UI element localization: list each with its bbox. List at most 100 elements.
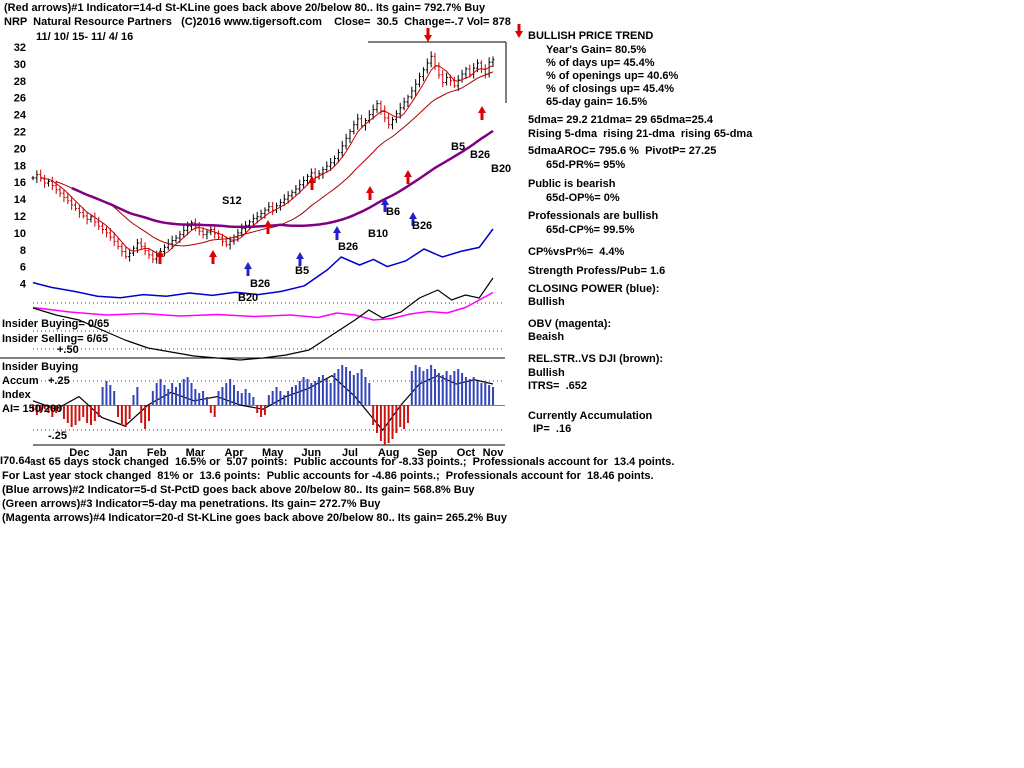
21dma-line	[56, 71, 494, 247]
stats-panel-line: Strength Profess/Pub= 1.6	[528, 265, 666, 277]
price-axis-label: 22	[14, 127, 26, 139]
red-buy-arrow-icon	[308, 176, 316, 190]
5dma-line	[40, 65, 494, 255]
blue-buy-arrow-icon	[244, 262, 252, 276]
price-chart: 32 30 28 26 24 22 20 18 16 14 12 10 8 6 4 Dec Jan Feb Mar A…	[0, 24, 523, 459]
price-axis-label: 24	[14, 110, 27, 122]
month-axis-label: Aug	[378, 447, 399, 459]
stats-panel-line: IP= .16	[533, 423, 572, 435]
accum-histogram	[32, 365, 494, 445]
signal-label: B10	[368, 228, 388, 240]
price-axis-label: 4	[20, 279, 27, 291]
stats-panel-line: Beaish	[528, 331, 565, 343]
month-axis-label: Nov	[483, 447, 505, 459]
stats-panel-line: 65d-PR%= 95%	[546, 159, 626, 171]
stats-panel-line: Bullish	[528, 296, 565, 308]
indicator-label: +.25	[48, 375, 70, 387]
stats-panel-line: 65-day gain= 16.5%	[546, 96, 648, 108]
indicator-label: Insider Buying	[2, 361, 79, 373]
stats-panel-line: 5dmaAROC= 795.6 % PivotP= 27.25	[528, 145, 717, 157]
red-sell-arrow-icon	[515, 24, 523, 38]
stats-panel-line: 65d-CP%= 99.5%	[546, 224, 635, 236]
indicator-label: Index	[2, 389, 31, 401]
price-axis-label: 18	[14, 160, 26, 172]
month-axis-label: Jul	[342, 447, 358, 459]
indicator-legend-red: (Red arrows)#1 Indicator=14-d St-KLine g…	[4, 2, 486, 14]
red-buy-arrow-icon	[209, 250, 217, 264]
red-sell-arrow-icon	[424, 28, 432, 42]
signal-label: B26	[412, 220, 432, 232]
stats-panel-line: Currently Accumulation	[528, 410, 653, 422]
stats-line-year: For Last year stock changed 81% or 13.6 …	[2, 470, 654, 482]
red-buy-arrow-icon	[404, 170, 412, 184]
price-axis-label: 10	[14, 228, 26, 240]
stats-panel-line: OBV (magenta):	[528, 318, 612, 330]
signal-label: B26	[250, 278, 270, 290]
month-axis-label: Apr	[225, 447, 245, 459]
stats-panel-line: ITRS= .652	[528, 380, 588, 392]
indicator-legend-green: (Green arrows)#3 Indicator=5-day ma pene…	[2, 498, 381, 510]
stats-panel-line: Rising 5-dma rising 21-dma rising 65-dma	[528, 128, 753, 140]
rel-strength-line	[32, 277, 494, 361]
red-buy-arrow-icon	[478, 106, 486, 120]
month-axis-label: Jun	[302, 447, 322, 459]
price-axis-label: 20	[14, 143, 26, 155]
price-axis-label: 16	[14, 177, 26, 189]
stats-panel-line: % of openings up= 40.6%	[546, 70, 679, 82]
blue-buy-arrow-icon	[333, 226, 341, 240]
price-axis-label: 12	[14, 211, 26, 223]
stats-panel-line: Bullish	[528, 367, 565, 379]
price-axis-label: 6	[20, 262, 26, 274]
stats-line-65d: For Last 65 days stock changed 16.5% or …	[2, 456, 675, 468]
signal-label: B20	[238, 292, 258, 304]
stats-panel-line: % of closings up= 45.4%	[546, 83, 675, 95]
itrs-overlay: I70.64	[0, 455, 31, 467]
closing-power-line	[32, 228, 494, 299]
signal-label: B6	[386, 206, 400, 218]
signal-label: B26	[470, 149, 490, 161]
indicator-legend-blue: (Blue arrows)#2 Indicator=5-d St-PctD go…	[2, 484, 475, 496]
month-axis-label: Jan	[109, 447, 128, 459]
stats-panel-line: BULLISH PRICE TREND	[528, 30, 654, 42]
price-axis-label: 26	[14, 93, 26, 105]
indicator-label: -.25	[48, 430, 67, 442]
blue-buy-arrow-icon	[409, 212, 417, 226]
stats-panel-line: Professionals are bullish	[528, 210, 659, 222]
65dma-line	[71, 129, 494, 229]
obv-line	[32, 291, 494, 321]
signal-label: B26	[338, 241, 358, 253]
price-axis-label: 28	[14, 76, 26, 88]
price-axis-label: 8	[20, 245, 26, 257]
signal-label: S12	[222, 195, 242, 207]
indicator-label: +.50	[57, 344, 79, 356]
indicator-legend-magenta: (Magenta arrows)#4 Indicator=20-d St-KLi…	[2, 512, 507, 524]
price-axis-label: 30	[14, 59, 26, 71]
ticker-header: NRP Natural Resource Partners (C)2016 ww…	[4, 16, 511, 28]
red-buy-arrow-icon	[366, 186, 374, 200]
stats-panel-line: CLOSING POWER (blue):	[528, 283, 660, 295]
candles	[31, 51, 495, 264]
month-axis-label: Mar	[186, 447, 206, 459]
stats-panel-line: 5dma= 29.2 21dma= 29 65dma=25.4	[528, 114, 713, 126]
month-axis-label: Sep	[417, 447, 437, 459]
signal-label: B20	[491, 163, 511, 175]
blue-buy-arrow-icon	[296, 252, 304, 266]
month-axis-label: May	[262, 447, 284, 459]
indicator-label: Insider Buying= 0/65	[2, 318, 110, 330]
month-axis-label: Dec	[69, 447, 89, 459]
stats-panel-line: Year's Gain= 80.5%	[546, 44, 647, 56]
accum-index-line	[32, 374, 494, 432]
price-axis-label: 32	[14, 42, 26, 54]
indicator-label: Insider Selling= 6/65	[2, 333, 109, 345]
stats-panel-line: 65d-OP%= 0%	[546, 192, 620, 204]
stats-panel-line: CP%vsPr%= 4.4%	[528, 246, 625, 258]
stats-panel-line: Public is bearish	[528, 178, 616, 190]
red-buy-arrow-icon	[156, 250, 164, 264]
stats-panel-line: % of days up= 45.4%	[546, 57, 655, 69]
date-range: 11/ 10/ 15- 11/ 4/ 16	[36, 31, 134, 43]
price-axis-label: 14	[14, 194, 27, 206]
signal-label: B5	[295, 265, 309, 277]
stats-panel-line: REL.STR..VS DJI (brown):	[528, 353, 664, 365]
signal-label: B5	[451, 141, 465, 153]
